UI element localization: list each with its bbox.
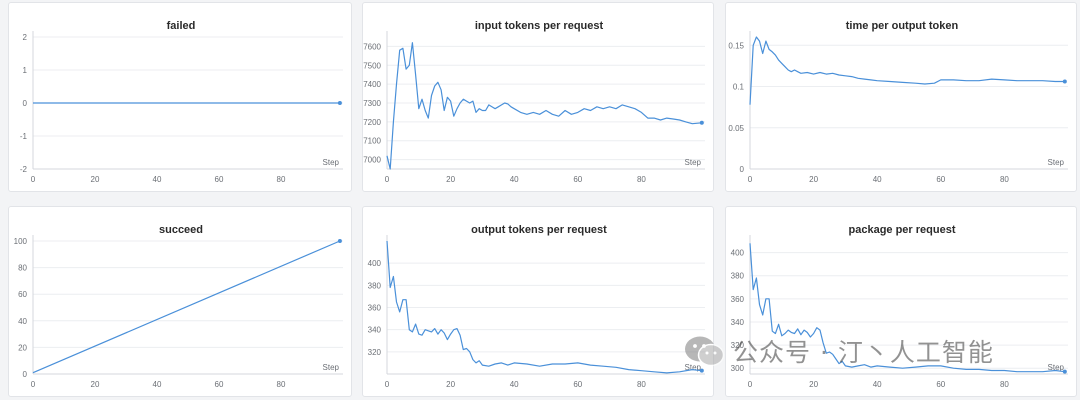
output-tokens-per-request-series-line [386, 240, 702, 374]
y-tick-label: 1 [23, 66, 28, 75]
last-point-marker [699, 120, 704, 125]
x-tick-label: 0 [748, 380, 753, 389]
x-tick-label: 20 [91, 175, 100, 184]
x-tick-label: 40 [510, 380, 519, 389]
y-tick-label: 100 [14, 237, 28, 246]
chart-title: time per output token [846, 20, 959, 32]
x-tick-label: 0 [31, 175, 36, 184]
x-axis-label: Step [685, 158, 702, 167]
y-tick-label: 20 [18, 343, 27, 352]
chart-package-per-request: package per request 300 320 340 360 380 400 0 20… [731, 224, 1068, 389]
x-tick-label: 40 [873, 380, 882, 389]
x-tick-label: 60 [215, 380, 224, 389]
x-tick-label: 40 [510, 175, 519, 184]
chart-output-tokens-per-request: output tokens per request320340360380400… [368, 224, 705, 389]
y-tick-label: 0 [23, 370, 28, 379]
y-tick-label: 7300 [363, 99, 381, 108]
y-tick-label: 320 [731, 341, 745, 350]
x-tick-label: 20 [446, 380, 455, 389]
x-tick-label: 20 [809, 380, 818, 389]
y-tick-label: 40 [18, 317, 27, 326]
succeed-series-line [32, 240, 341, 374]
package-per-request-series-line [749, 243, 1065, 373]
chart-succeed: succeed 0 20 40 60 80 100 0 20 40 60 80 Step [14, 224, 343, 389]
chart-title: output tokens per request [471, 224, 607, 236]
chart-title: input tokens per request [475, 20, 604, 32]
x-axis-label: Step [1048, 363, 1065, 372]
y-tick-label: 7200 [363, 118, 381, 127]
x-axis-label: Step [1048, 158, 1065, 167]
chart-title: succeed [159, 224, 203, 236]
y-tick-label: 7000 [363, 156, 381, 165]
chart-panel-failed: failed -2 -1 0 1 2 0 20 40 60 80 Step [8, 2, 352, 192]
chart-input-tokens-per-request: input tokens per request 7000 7100 7200 7300… [363, 20, 705, 184]
x-tick-label: 20 [446, 175, 455, 184]
x-tick-label: 0 [385, 175, 390, 184]
x-tick-label: 80 [277, 175, 286, 184]
x-tick-label: 60 [573, 380, 582, 389]
y-tick-label: 80 [18, 264, 27, 273]
last-point-marker [699, 368, 704, 373]
chart-panel-succeed: succeed 0 20 40 60 80 100 0 20 40 60 80 Step [8, 206, 352, 397]
chart-title: failed [167, 20, 196, 32]
x-tick-label: 80 [1000, 175, 1009, 184]
y-tick-label: 0 [23, 99, 28, 108]
y-tick-label: 2 [23, 33, 28, 42]
y-tick-label: 340 [368, 326, 382, 335]
y-tick-label: 0.05 [728, 124, 744, 133]
y-tick-label: 0.15 [728, 41, 744, 50]
y-tick-label: -1 [20, 132, 28, 141]
y-tick-label: 360 [731, 295, 745, 304]
y-tick-label: 7500 [363, 61, 381, 70]
y-tick-label: 320 [368, 348, 382, 357]
x-tick-label: 40 [153, 380, 162, 389]
x-tick-label: 80 [637, 175, 646, 184]
last-point-marker [337, 101, 342, 105]
x-tick-label: 80 [1000, 380, 1009, 389]
y-tick-label: 0 [740, 165, 745, 174]
x-tick-label: 0 [31, 380, 36, 389]
y-tick-label: 380 [368, 281, 382, 290]
x-tick-label: 20 [809, 175, 818, 184]
y-tick-label: 60 [18, 290, 27, 299]
y-tick-label: 340 [731, 318, 745, 327]
time-per-output-token-series-line [749, 36, 1065, 105]
y-tick-label: 380 [731, 272, 745, 281]
x-tick-label: 40 [873, 175, 882, 184]
x-tick-label: 80 [277, 380, 286, 389]
x-axis-label: Step [323, 158, 340, 167]
x-tick-label: 20 [91, 380, 100, 389]
last-point-marker [1062, 369, 1067, 374]
chart-panel-output-tokens: output tokens per request 320 340 360 380 400… [362, 206, 714, 397]
x-tick-label: 60 [215, 175, 224, 184]
last-point-marker [337, 239, 342, 243]
x-tick-label: 0 [748, 175, 753, 184]
input-tokens-per-request-series-line [386, 42, 702, 170]
x-axis-label: Step [323, 363, 340, 372]
y-tick-label: 7600 [363, 42, 381, 51]
y-tick-label: 7100 [363, 137, 381, 146]
last-point-marker [1062, 79, 1067, 84]
y-tick-label: -2 [20, 165, 28, 174]
y-tick-label: 300 [731, 364, 745, 373]
y-tick-label: 400 [731, 249, 745, 258]
x-tick-label: 60 [936, 380, 945, 389]
chart-panel-input-tokens: input tokens per request 7000 7100 7200 7300… [362, 2, 714, 192]
y-tick-label: 0.1 [733, 83, 745, 92]
chart-panel-package-per-request: package per request 300 320 340 360 380 400 0 20… [725, 206, 1077, 397]
chart-time-per-output-token: time per output token 0 0.05 0.1 0.15 0 20 40 60… [728, 20, 1068, 184]
y-tick-label: 360 [368, 304, 382, 313]
x-axis-label: Step [685, 363, 702, 372]
y-tick-label: 7400 [363, 80, 381, 89]
chart-title: package per request [849, 224, 956, 236]
y-tick-label: 400 [368, 259, 382, 268]
x-tick-label: 0 [385, 380, 390, 389]
chart-panel-time-per-output-token: time per output token 0 0.05 0.1 0.15 0 20 40 60… [725, 2, 1077, 192]
x-tick-label: 40 [153, 175, 162, 184]
x-tick-label: 80 [637, 380, 646, 389]
x-tick-label: 60 [936, 175, 945, 184]
x-tick-label: 60 [573, 175, 582, 184]
